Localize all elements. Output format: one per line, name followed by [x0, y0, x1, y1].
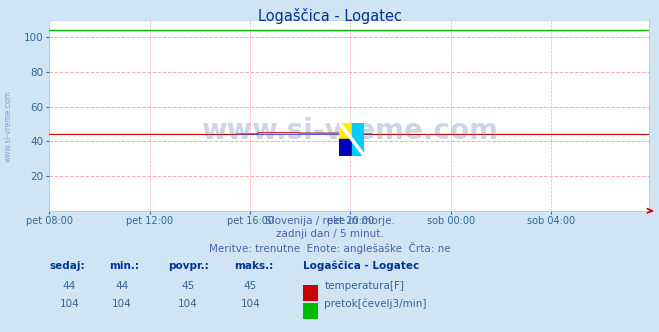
- Text: 45: 45: [244, 281, 257, 290]
- Text: sedaj:: sedaj:: [49, 261, 85, 271]
- Bar: [352, 123, 364, 139]
- Text: 104: 104: [241, 299, 260, 309]
- Text: 104: 104: [178, 299, 198, 309]
- Text: temperatura[F]: temperatura[F]: [324, 281, 404, 290]
- Text: min.:: min.:: [109, 261, 139, 271]
- Text: www.si-vreme.com: www.si-vreme.com: [201, 117, 498, 145]
- Text: zadnji dan / 5 minut.: zadnji dan / 5 minut.: [275, 229, 384, 239]
- Text: 44: 44: [63, 281, 76, 290]
- Text: 45: 45: [181, 281, 194, 290]
- Text: Logaščica - Logatec: Logaščica - Logatec: [258, 8, 401, 24]
- Bar: [339, 123, 352, 139]
- Text: 44: 44: [115, 281, 129, 290]
- Text: Logaščica - Logatec: Logaščica - Logatec: [303, 261, 419, 271]
- Bar: [352, 139, 364, 156]
- Text: Slovenija / reke in morje.: Slovenija / reke in morje.: [264, 216, 395, 226]
- Text: Meritve: trenutne  Enote: anglešaške  Črta: ne: Meritve: trenutne Enote: anglešaške Črta…: [209, 242, 450, 254]
- Text: 104: 104: [59, 299, 79, 309]
- Text: povpr.:: povpr.:: [168, 261, 209, 271]
- Text: www.si-vreme.com: www.si-vreme.com: [3, 90, 13, 162]
- Bar: [339, 139, 352, 156]
- Text: maks.:: maks.:: [234, 261, 273, 271]
- Text: pretok[čevelj3/min]: pretok[čevelj3/min]: [324, 299, 427, 309]
- Text: 104: 104: [112, 299, 132, 309]
